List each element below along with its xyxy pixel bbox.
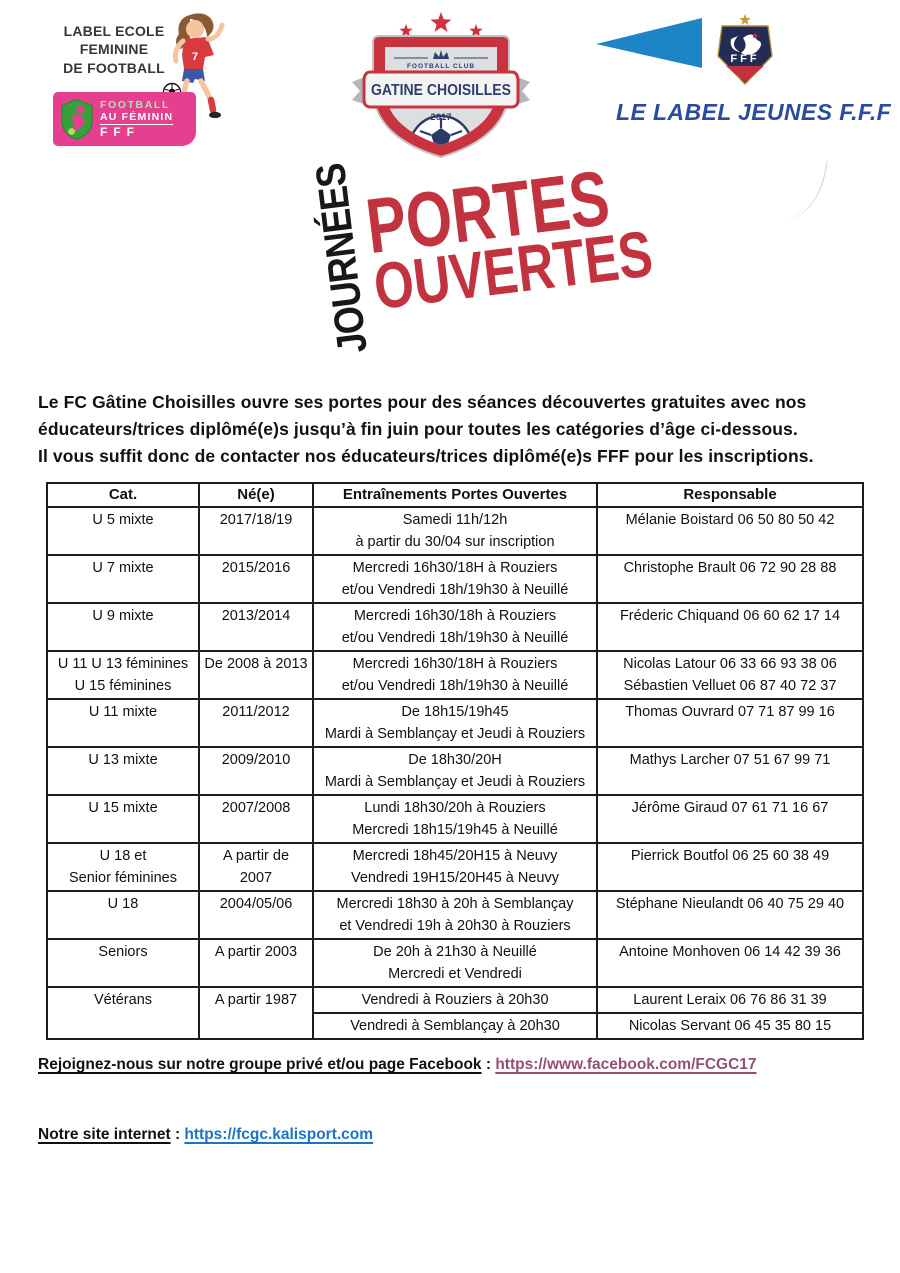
ne-cell: 2007/2008 [198, 794, 314, 844]
intro-paragraph: Le FC Gâtine Choisilles ouvre ses portes… [38, 391, 814, 466]
ne-cell: 2011/2012 [198, 698, 314, 748]
resp-cell: Christophe Brault 06 72 90 28 88 [596, 554, 864, 604]
facebook-label: Rejoignez-nous sur notre groupe privé et… [38, 1056, 482, 1073]
resp-cell: Jérôme Giraud 07 61 71 16 67 [596, 794, 864, 844]
ne-cell: 2015/2016 [198, 554, 314, 604]
table-row-veterans: Vendredi à Semblançay à 20h30 Nicolas Se… [47, 1012, 864, 1040]
training-cell: Mercredi 18h30 à 20h à Semblançay et Ven… [312, 890, 598, 940]
table-header-row: Cat. Né(e) Entraînements Portes Ouvertes… [46, 482, 864, 508]
table-row: U 9 mixte 2013/2014 Mercredi 16h30/18h à… [46, 602, 864, 652]
column-header-training: Entraînements Portes Ouvertes [312, 482, 598, 508]
training-cell: Samedi 11h/12h à partir du 30/04 sur ins… [312, 506, 598, 556]
training-cell: De 18h30/20H Mardi à Semblançay et Jeudi… [312, 746, 598, 796]
crest-club-name: GATINE CHOISILLES [371, 82, 511, 99]
scan-artifact-line [783, 155, 828, 223]
table-row-veterans: Vétérans A partir 1987 Vendredi à Rouzie… [46, 986, 864, 1040]
resp-cell: Laurent Leraix 06 76 86 31 39 [596, 986, 864, 1014]
resp-cell: Stéphane Nieulandt 06 40 75 29 40 [596, 890, 864, 940]
jersey-number: 7 [192, 51, 198, 63]
resp-cell: Nicolas Servant 06 45 35 80 15 [596, 1012, 864, 1040]
ne-cell: A partir 2003 [198, 938, 314, 988]
star-icon [469, 24, 483, 37]
site-link[interactable]: https://fcgc.kalisport.com [184, 1126, 374, 1143]
cat-cell: U 13 mixte [46, 746, 200, 796]
page-title: JOURNÉES PORTES OUVERTES [306, 154, 667, 356]
table-row: U 7 mixte 2015/2016 Mercredi 16h30/18H à… [46, 554, 864, 604]
feminin-shield-icon [61, 98, 93, 140]
table-row: U 18 et Senior féminines A partir de 200… [46, 842, 864, 892]
star-icon [430, 12, 452, 32]
facebook-link[interactable]: https://www.facebook.com/FCGC17 [495, 1056, 757, 1073]
ne-cell: De 2008 à 2013 [198, 650, 314, 700]
blue-pennant-icon [596, 18, 702, 68]
cat-cell: U 11 mixte [46, 698, 200, 748]
training-cell: De 18h15/19h45 Mardi à Semblançay et Jeu… [312, 698, 598, 748]
facebook-line: Rejoignez-nous sur notre groupe privé et… [38, 1056, 757, 1074]
badge-line-au-feminin: AU FÉMININ [100, 111, 174, 125]
table-row: U 13 mixte 2009/2010 De 18h30/20H Mardi … [46, 746, 864, 796]
separator: : [481, 1056, 496, 1073]
training-cell: Mercredi 16h30/18h à Rouziers et/ou Vend… [312, 602, 598, 652]
ne-cell: 2017/18/19 [198, 506, 314, 556]
training-cell: Mercredi 18h45/20H15 à Neuvy Vendredi 19… [312, 842, 598, 892]
training-cell: Vendredi à Semblançay à 20h30 [312, 1012, 598, 1040]
training-cell: Lundi 18h30/20h à Rouziers Mercredi 18h1… [312, 794, 598, 844]
table-row: U 5 mixte 2017/18/19 Samedi 11h/12h à pa… [46, 506, 864, 556]
training-cell: Mercredi 16h30/18H à Rouziers et/ou Vend… [312, 554, 598, 604]
table-row: U 15 mixte 2007/2008 Lundi 18h30/20h à R… [46, 794, 864, 844]
table-row: U 11 U 13 féminines U 15 féminines De 20… [46, 650, 864, 700]
label-jeunes-text: LE LABEL JEUNES F.F.F [616, 99, 892, 125]
club-crest-icon: FOOTBALL CLUB GATINE CHOISILLES 2017 [352, 12, 530, 159]
cat-cell: Vétérans [46, 986, 200, 1040]
schedule-table: Cat. Né(e) Entraînements Portes Ouvertes… [46, 482, 864, 1040]
site-label: Notre site internet [38, 1126, 171, 1143]
ne-cell: 2009/2010 [198, 746, 314, 796]
cat-cell: U 7 mixte [46, 554, 200, 604]
label-ecole-line: FEMININE [79, 41, 149, 58]
separator: : [170, 1126, 185, 1143]
training-cell: De 20h à 21h30 à Neuillé Mercredi et Ven… [312, 938, 598, 988]
column-header-ne: Né(e) [198, 482, 314, 508]
table-row: U 18 2004/05/06 Mercredi 18h30 à 20h à S… [46, 890, 864, 940]
cat-cell: U 18 et Senior féminines [46, 842, 200, 892]
cat-cell: U 11 U 13 féminines U 15 féminines [46, 650, 200, 700]
column-header-cat: Cat. [46, 482, 200, 508]
ne-cell: A partir 1987 [198, 986, 314, 1040]
resp-cell: Mélanie Boistard 06 50 80 50 42 [596, 506, 864, 556]
cat-cell: U 5 mixte [46, 506, 200, 556]
label-ecole-line: DE FOOTBALL [63, 59, 165, 76]
ne-cell: 2013/2014 [198, 602, 314, 652]
fff-crest-text: FFF [730, 53, 759, 65]
fff-crest-icon: FFF [717, 14, 773, 86]
label-ecole-text: LABEL ECOLE FEMININE DE FOOTBALL [48, 22, 180, 77]
ne-cell: A partir de 2007 [198, 842, 314, 892]
resp-cell: Antoine Monhoven 06 14 42 39 36 [596, 938, 864, 988]
resp-cell: Nicolas Latour 06 33 66 93 38 06 Sébasti… [596, 650, 864, 700]
table-row: U 11 mixte 2011/2012 De 18h15/19h45 Mard… [46, 698, 864, 748]
training-cell: Mercredi 16h30/18H à Rouziers et/ou Vend… [312, 650, 598, 700]
crest-year: 2017 [430, 112, 451, 123]
resp-cell: Thomas Ouvrard 07 71 87 99 16 [596, 698, 864, 748]
resp-cell: Pierrick Boutfol 06 25 60 38 49 [596, 842, 864, 892]
resp-cell: Mathys Larcher 07 51 67 99 71 [596, 746, 864, 796]
cat-cell: U 15 mixte [46, 794, 200, 844]
label-ecole-line: LABEL ECOLE [63, 23, 165, 39]
training-cell: Vendredi à Rouziers à 20h30 [312, 986, 598, 1014]
star-icon [399, 24, 413, 37]
cat-cell: U 9 mixte [46, 602, 200, 652]
football-au-feminin-badge: FOOTBALL AU FÉMININ FFF [53, 92, 196, 146]
column-header-resp: Responsable [596, 482, 864, 508]
badge-line-fff: FFF [100, 124, 140, 139]
resp-cell: Fréderic Chiquand 06 60 62 17 14 [596, 602, 864, 652]
cat-cell: U 18 [46, 890, 200, 940]
table-row: Seniors A partir 2003 De 20h à 21h30 à N… [46, 938, 864, 988]
site-line: Notre site internet : https://fcgc.kalis… [38, 1126, 373, 1144]
crest-subtitle: FOOTBALL CLUB [407, 63, 475, 70]
ne-cell: 2004/05/06 [198, 890, 314, 940]
cat-cell: Seniors [46, 938, 200, 988]
badge-line-football: FOOTBALL [100, 98, 170, 111]
